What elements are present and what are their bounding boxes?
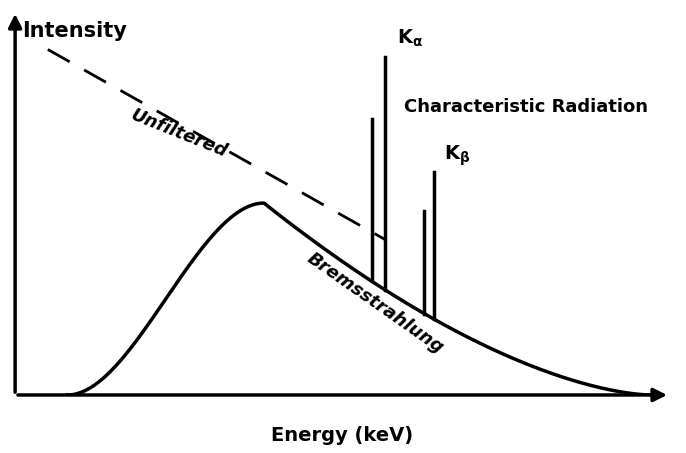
Text: Characteristic Radiation: Characteristic Radiation xyxy=(404,98,648,116)
Text: Intensity: Intensity xyxy=(22,21,126,41)
Text: Unfiltered: Unfiltered xyxy=(128,106,230,161)
Text: $\mathbf{K_{\beta}}$: $\mathbf{K_{\beta}}$ xyxy=(444,144,471,169)
Text: Energy (keV): Energy (keV) xyxy=(272,426,414,445)
Text: Bremsstrahlung: Bremsstrahlung xyxy=(303,249,447,357)
Text: $\mathbf{K_{\alpha}}$: $\mathbf{K_{\alpha}}$ xyxy=(397,28,423,49)
